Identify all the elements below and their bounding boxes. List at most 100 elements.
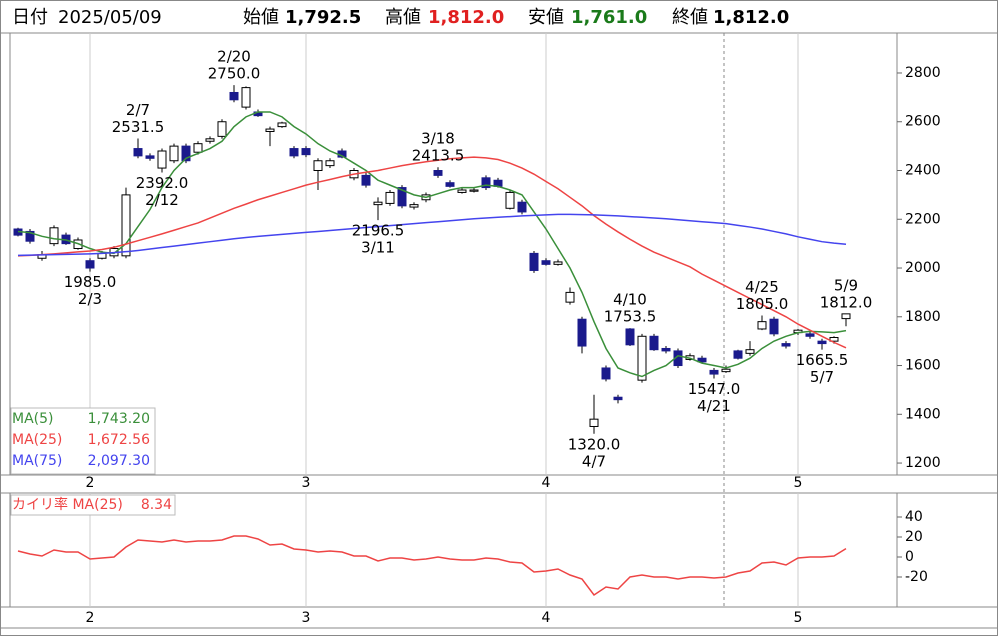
annotation-value: 1985.0 <box>64 273 117 291</box>
y-tick-label: 2000 <box>905 260 941 276</box>
legend-value: 8.34 <box>141 497 172 513</box>
annotation-value: 1320.0 <box>568 435 621 453</box>
field-value: 1,792.5 <box>285 7 361 28</box>
candle-body <box>565 291 575 303</box>
candle-body <box>133 148 143 157</box>
candle-body <box>169 145 179 162</box>
annotation-value: 2750.0 <box>208 65 261 83</box>
candle-body <box>145 155 155 159</box>
candle-body <box>589 418 599 427</box>
legend-value: 2,097.30 <box>88 453 150 469</box>
candle-body <box>445 182 455 187</box>
candle-body <box>457 189 467 193</box>
layer: 始値 1,792.5 高値 1,812.0 安値 1,761.0 終値 1,812.02 3 4 5… <box>10 7 941 626</box>
field-value: 1,761.0 <box>571 7 647 28</box>
candle-body <box>541 260 551 265</box>
candle-body <box>241 87 251 108</box>
date: 2025/05/09 <box>58 7 162 28</box>
annotation-date: 4/25 <box>745 278 779 296</box>
candle-body <box>373 201 383 206</box>
field-label: 高値 <box>385 7 421 28</box>
candle-body <box>709 369 719 375</box>
candle-body <box>661 347 671 352</box>
candle-body <box>121 194 131 257</box>
annotation-value: 2196.5 <box>352 222 405 240</box>
candle-body <box>469 189 479 192</box>
legend-value: 1,743.20 <box>88 411 150 427</box>
candle-body <box>817 340 827 345</box>
candle-body <box>181 145 191 162</box>
candle-body <box>325 160 335 167</box>
x-tick-label: 2 <box>86 610 95 626</box>
candle-body <box>625 328 635 346</box>
candle-body <box>733 350 743 359</box>
x-tick-label: 5 <box>794 610 803 626</box>
candle-body <box>85 260 95 269</box>
candle-body <box>637 335 647 381</box>
candle-body <box>517 201 527 213</box>
candle-body <box>721 368 731 373</box>
annotation-date: 5/7 <box>810 368 834 386</box>
annotation-date: 2/3 <box>78 290 102 308</box>
candle-body <box>205 138 215 142</box>
legend-box <box>10 407 156 475</box>
annotation-date: 2/20 <box>217 48 251 66</box>
annotation-value: 1812.0 <box>820 293 873 311</box>
legend-name: MA(5) <box>12 411 54 427</box>
annotation-value: 1805.0 <box>736 295 789 313</box>
field-value: 1,812.0 <box>428 7 504 28</box>
candle-body <box>745 349 755 354</box>
candle-body <box>841 313 851 320</box>
x-tick-label: 3 <box>302 475 311 491</box>
annotation-value: 2531.5 <box>112 118 165 136</box>
candle-body <box>157 150 167 169</box>
field-label: 始値 <box>243 7 279 28</box>
y-tick-label: 2800 <box>905 65 941 81</box>
legend-value: 1,672.56 <box>88 432 150 448</box>
candle-body <box>229 91 239 101</box>
candle-body <box>505 191 515 209</box>
candle-body <box>649 335 659 351</box>
field-label: 終値 <box>672 7 708 28</box>
annotation-value: 1753.5 <box>604 308 657 326</box>
date-label: 日付 <box>12 7 48 28</box>
y-tick-label: -20 <box>905 569 928 585</box>
candle-body <box>433 170 443 176</box>
annotation-date: 4/10 <box>613 291 647 309</box>
y-tick-label: 2400 <box>905 163 941 179</box>
candle-body <box>301 148 311 156</box>
y-tick-label: 0 <box>905 549 914 565</box>
annotation-date: 4/21 <box>697 397 731 415</box>
candle-body <box>397 187 407 207</box>
candle-body <box>265 128 275 132</box>
x-tick-label: 5 <box>794 475 803 491</box>
annotation-value: 1665.5 <box>796 351 849 369</box>
candle-body <box>277 122 287 128</box>
field-label: 安値 <box>528 7 564 28</box>
candle-body <box>829 336 839 342</box>
candle-body <box>193 143 203 153</box>
candle-body <box>601 367 611 380</box>
candle-body <box>757 321 767 330</box>
candle-body <box>577 318 587 347</box>
annotation-date: 2/12 <box>145 191 179 209</box>
legend-name: MA(75) <box>12 453 62 469</box>
candle-body <box>781 343 791 347</box>
annotation-date: 2/7 <box>126 101 150 119</box>
annotation-date: 4/7 <box>582 452 606 470</box>
candle-body <box>409 204 419 208</box>
annotation-value: 2392.0 <box>136 174 189 192</box>
ma-line <box>17 213 847 257</box>
candle-body <box>613 396 623 401</box>
y-tick-label: 1600 <box>905 358 941 374</box>
annotation-date: 5/9 <box>834 276 858 294</box>
annotation-date: 3/18 <box>421 130 455 148</box>
y-tick-label: 20 <box>905 529 923 545</box>
candle-body <box>481 177 491 189</box>
x-tick-label: 4 <box>542 610 551 626</box>
field-value: 1,812.0 <box>713 7 789 28</box>
candle-body <box>313 160 323 172</box>
candle-body <box>25 230 35 242</box>
x-tick-label: 2 <box>86 475 95 491</box>
